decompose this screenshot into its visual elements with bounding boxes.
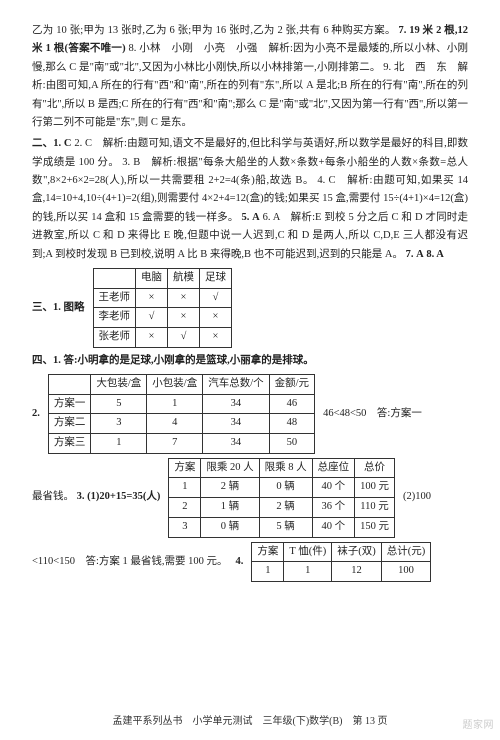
section-3-row: 三、1. 图略 电脑 航模 足球 王老师 × × √ 李老师 √ × × — [32, 268, 468, 348]
cell: 100 — [381, 562, 431, 582]
th-model: 航模 — [168, 268, 200, 288]
sec4-q3b-text: 3. (1)20+15=35(人) — [77, 491, 161, 502]
cell: 34 — [203, 434, 269, 454]
cell: 150 元 — [355, 517, 395, 537]
sec4-q1-text: 四、1. 答:小明拿的是足球,小刚拿的是篮球,小丽拿的是排球。 — [32, 355, 314, 366]
cell: √ — [200, 288, 232, 308]
cell: 4 — [147, 414, 203, 434]
sec4-q1: 四、1. 答:小明拿的是足球,小刚拿的是篮球,小丽拿的是排球。 — [32, 352, 468, 370]
cell: 0 辆 — [259, 478, 312, 498]
section-2: 二、1. C 2. C 解析:由题可知,语文不是最好的,但比科学与英语好,所以数… — [32, 135, 468, 264]
th: 总价 — [355, 458, 395, 478]
ans-4-2: 46<48<50 答:方案一 — [323, 405, 422, 423]
sec4-q3-conclusion-row: <110<150 答:方案 1 最省钱,需要 100 元。 4. 方案 T 恤(… — [32, 542, 468, 582]
cell: 34 — [203, 394, 269, 414]
cell: × — [168, 288, 200, 308]
sec2-q7: 7. A — [406, 249, 424, 260]
th-football: 足球 — [200, 268, 232, 288]
th: 总计(元) — [381, 542, 431, 562]
sec3-label-text: 三、1. 图略 — [32, 302, 85, 313]
cell: × — [136, 327, 168, 347]
sec4-q4: 4. — [236, 553, 244, 571]
cell: × — [200, 308, 232, 328]
cell: 5 辆 — [259, 517, 312, 537]
cell: 方案二 — [48, 414, 91, 434]
cell: 李老师 — [93, 308, 136, 328]
tshirt-socks-table: 方案 T 恤(件) 袜子(双) 总计(元) 1 1 12 100 — [251, 542, 431, 582]
sec4-q3-row: 最省钱。 3. (1)20+15=35(人) 方案 限乘 20 人 限乘 8 人… — [32, 458, 468, 538]
cell: 3 — [91, 414, 147, 434]
cell: 1 — [252, 562, 284, 582]
sec2-label: 二、1. C — [32, 138, 72, 149]
sec4-q3a: 最省钱。 3. (1)20+15=35(人) — [32, 488, 160, 506]
th: 限乘 20 人 — [201, 458, 259, 478]
cell: 0 辆 — [201, 517, 259, 537]
cell: √ — [168, 327, 200, 347]
cell: 王老师 — [93, 288, 136, 308]
cell: 46 — [269, 394, 314, 414]
th — [48, 375, 91, 395]
bus-plan-table: 方案 限乘 20 人 限乘 8 人 总座位 总价 1 2 辆 0 辆 40 个 … — [168, 458, 395, 538]
cell: 48 — [269, 414, 314, 434]
cell: 2 — [169, 498, 201, 518]
cell: 方案一 — [48, 394, 91, 414]
cell: 2 辆 — [201, 478, 259, 498]
cell: 方案三 — [48, 434, 91, 454]
th: 金额/元 — [269, 375, 314, 395]
cell: 40 个 — [312, 478, 355, 498]
th: 袜子(双) — [332, 542, 382, 562]
cell: 1 — [169, 478, 201, 498]
cell: × — [200, 327, 232, 347]
th: 小包装/盒 — [147, 375, 203, 395]
package-plan-table: 大包装/盒 小包装/盒 汽车总数/个 金额/元 方案一 5 1 34 46 方案… — [48, 374, 315, 454]
cell: 3 — [169, 517, 201, 537]
cell: 40 个 — [312, 517, 355, 537]
th-computer: 电脑 — [136, 268, 168, 288]
cell: 34 — [203, 414, 269, 434]
cell: × — [136, 288, 168, 308]
paragraph-continuation: 乙为 10 张;甲为 13 张时,乙为 6 张;甲为 16 张时,乙为 2 张,… — [32, 22, 468, 132]
sec2-q8: 8. A — [426, 249, 444, 260]
th-blank — [93, 268, 136, 288]
cell: 100 元 — [355, 478, 395, 498]
teacher-activity-table: 电脑 航模 足球 王老师 × × √ 李老师 √ × × 张老师 × √ × — [93, 268, 233, 348]
cell: 1 — [284, 562, 332, 582]
sec4-q3a-text: 最省钱。 — [32, 491, 74, 502]
cell: 1 — [147, 394, 203, 414]
th: T 恤(件) — [284, 542, 332, 562]
th: 限乘 8 人 — [259, 458, 312, 478]
cell: 110 元 — [355, 498, 395, 518]
th: 大包装/盒 — [91, 375, 147, 395]
th: 方案 — [169, 458, 201, 478]
cell: × — [168, 308, 200, 328]
text-fragment: 乙为 10 张;甲为 13 张时,乙为 6 张;甲为 16 张时,乙为 2 张,… — [32, 25, 396, 36]
sec2-q5: 5. A — [241, 212, 259, 223]
cell: 1 — [91, 434, 147, 454]
th: 汽车总数/个 — [203, 375, 269, 395]
cell: 7 — [147, 434, 203, 454]
cell: 36 个 — [312, 498, 355, 518]
ans-5: (2)100 — [403, 488, 431, 506]
cell: 1 辆 — [201, 498, 259, 518]
sec3-label: 三、1. 图略 — [32, 299, 85, 317]
th: 总座位 — [312, 458, 355, 478]
cell: 张老师 — [93, 327, 136, 347]
cell: 12 — [332, 562, 382, 582]
cell: √ — [136, 308, 168, 328]
watermark: 题家网 — [463, 717, 495, 735]
sec4-q2-row: 2. 大包装/盒 小包装/盒 汽车总数/个 金额/元 方案一 5 1 34 46… — [32, 374, 468, 454]
sec4-q2-label: 2. — [32, 405, 40, 423]
cell: 5 — [91, 394, 147, 414]
sec4-q3line: <110<150 答:方案 1 最省钱,需要 100 元。 — [32, 553, 228, 571]
cell: 2 辆 — [259, 498, 312, 518]
cell: 50 — [269, 434, 314, 454]
page-footer: 孟建平系列丛书 小学单元测试 三年级(下)数学(B) 第 13 页 — [0, 713, 500, 731]
th: 方案 — [252, 542, 284, 562]
